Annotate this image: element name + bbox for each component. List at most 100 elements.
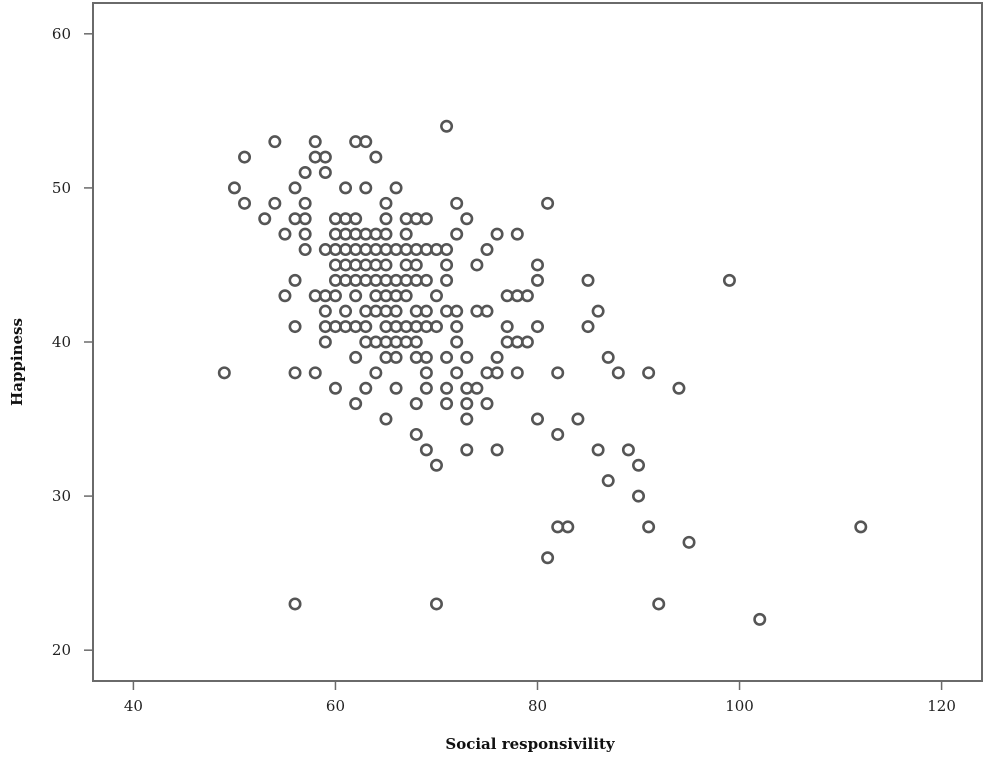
x-tick-label: 100	[725, 697, 754, 715]
data-point	[551, 427, 565, 441]
data-point	[632, 489, 646, 503]
y-tick-label: 60	[52, 25, 71, 43]
data-point	[611, 366, 625, 380]
data-point	[308, 366, 322, 380]
data-point	[288, 273, 302, 287]
y-tick-label: 50	[52, 179, 71, 197]
data-point	[530, 412, 544, 426]
data-point	[349, 350, 363, 364]
data-point	[470, 258, 484, 272]
data-point	[409, 397, 423, 411]
data-point	[601, 474, 615, 488]
y-tick-label: 40	[52, 333, 71, 351]
data-point	[278, 227, 292, 241]
data-point	[389, 350, 403, 364]
data-point	[520, 289, 534, 303]
data-point	[399, 227, 413, 241]
y-axis-label: Happiness	[8, 318, 26, 406]
data-point	[349, 212, 363, 226]
data-point	[238, 150, 252, 164]
data-point	[480, 304, 494, 318]
data-point	[530, 258, 544, 272]
data-point	[440, 381, 454, 395]
data-point	[520, 335, 534, 349]
data-point	[339, 304, 353, 318]
data-point	[409, 427, 423, 441]
y-tick-label: 30	[52, 487, 71, 505]
data-point	[672, 381, 686, 395]
data-point	[460, 350, 474, 364]
data-point	[298, 227, 312, 241]
data-point	[409, 335, 423, 349]
data-point	[318, 166, 332, 180]
data-point	[591, 304, 605, 318]
data-point	[652, 597, 666, 611]
data-point	[591, 443, 605, 457]
data-point	[419, 350, 433, 364]
data-point	[541, 551, 555, 565]
data-point	[551, 366, 565, 380]
plot-frame	[92, 2, 983, 682]
data-point	[490, 227, 504, 241]
data-point	[258, 212, 272, 226]
data-point	[318, 335, 332, 349]
data-point	[328, 381, 342, 395]
data-point	[298, 166, 312, 180]
data-point	[359, 181, 373, 195]
data-point	[419, 273, 433, 287]
y-axis: 20 30 40 50 60	[52, 25, 93, 659]
data-point	[530, 273, 544, 287]
data-point	[419, 366, 433, 380]
data-point	[379, 196, 393, 210]
data-point	[429, 289, 443, 303]
data-point	[480, 243, 494, 257]
data-point	[490, 350, 504, 364]
data-point	[308, 135, 322, 149]
data-point	[369, 366, 383, 380]
x-tick-label: 40	[124, 697, 143, 715]
data-point	[389, 304, 403, 318]
data-point	[318, 150, 332, 164]
data-point	[359, 320, 373, 334]
data-point	[419, 381, 433, 395]
data-point	[349, 289, 363, 303]
data-point	[581, 320, 595, 334]
data-point	[429, 320, 443, 334]
data-point	[440, 397, 454, 411]
x-tick-label: 120	[927, 697, 956, 715]
data-point	[440, 243, 454, 257]
data-point	[369, 150, 383, 164]
data-point	[722, 273, 736, 287]
data-point	[561, 520, 575, 534]
data-point	[359, 135, 373, 149]
data-point	[349, 397, 363, 411]
data-point	[429, 458, 443, 472]
data-point	[288, 597, 302, 611]
y-tick-label: 20	[52, 641, 71, 659]
data-point	[460, 212, 474, 226]
data-point	[440, 119, 454, 133]
data-point	[450, 304, 464, 318]
x-axis: 40 60 80 100 120	[124, 681, 956, 715]
data-point	[298, 243, 312, 257]
data-point	[389, 381, 403, 395]
data-point	[278, 289, 292, 303]
data-point	[642, 366, 656, 380]
data-points	[217, 119, 868, 626]
data-point	[227, 181, 241, 195]
data-point	[359, 381, 373, 395]
data-point	[268, 196, 282, 210]
data-point	[632, 458, 646, 472]
data-point	[460, 412, 474, 426]
data-point	[460, 443, 474, 457]
data-point	[268, 135, 282, 149]
data-point	[318, 304, 332, 318]
data-point	[288, 366, 302, 380]
data-point	[490, 366, 504, 380]
data-point	[854, 520, 868, 534]
data-point	[440, 350, 454, 364]
data-point	[288, 320, 302, 334]
data-point	[440, 273, 454, 287]
data-point	[328, 289, 342, 303]
